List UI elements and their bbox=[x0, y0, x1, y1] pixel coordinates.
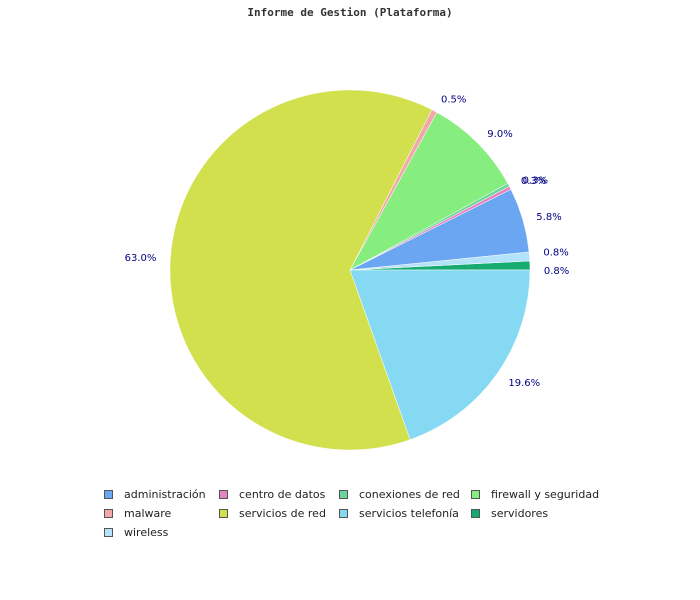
legend-item: servicios telefonía bbox=[339, 506, 471, 520]
legend-swatch bbox=[471, 489, 480, 499]
legend-item: firewall y seguridad bbox=[471, 487, 611, 501]
chart-title: Informe de Gestion (Plataforma) bbox=[247, 6, 453, 19]
legend-swatch bbox=[339, 508, 348, 518]
slice-percent-label: 5.8% bbox=[536, 212, 561, 223]
legend-swatch bbox=[104, 527, 113, 537]
legend-item: malware bbox=[104, 506, 219, 520]
legend-swatch bbox=[219, 489, 228, 499]
slice-percent-label: 9.0% bbox=[487, 129, 512, 140]
pie-slice bbox=[349, 112, 509, 271]
legend-label: servidores bbox=[491, 506, 549, 520]
slice-percent-label: 19.6% bbox=[508, 378, 540, 389]
slice-percent-label: 0.3% bbox=[523, 176, 548, 187]
pie-slice bbox=[169, 89, 433, 451]
legend-item: conexiones de red bbox=[339, 487, 471, 501]
legend-label: administración bbox=[124, 487, 206, 501]
legend-label: wireless bbox=[124, 525, 169, 539]
legend-swatch bbox=[219, 508, 228, 518]
slice-percent-label: 63.0% bbox=[125, 253, 157, 264]
slice-percent-label: 0.8% bbox=[544, 266, 569, 277]
legend-label: malware bbox=[124, 506, 172, 520]
legend-item: administración bbox=[104, 487, 219, 501]
legend-item: servidores bbox=[471, 506, 611, 520]
legend-swatch bbox=[104, 508, 113, 518]
legend: administración centro de datos conexiones … bbox=[104, 487, 664, 539]
legend-label: firewall y seguridad bbox=[491, 487, 600, 501]
slice-percent-label: 0.5% bbox=[441, 95, 466, 106]
legend-item: wireless bbox=[104, 525, 219, 539]
slice-percent-label: 0.3% bbox=[521, 176, 546, 187]
legend-swatch bbox=[339, 489, 348, 499]
legend-swatch bbox=[104, 489, 113, 499]
legend-label: conexiones de red bbox=[359, 487, 460, 501]
legend-label: servicios telefonía bbox=[359, 506, 459, 520]
legend-label: centro de datos bbox=[239, 487, 326, 501]
pie-slice bbox=[349, 269, 531, 440]
legend-swatch bbox=[471, 508, 480, 518]
pie-chart: 0.8%0.8%5.8%0.3%0.3%9.0%0.5%63.0%19.6% bbox=[125, 89, 569, 451]
legend-label: servicios de red bbox=[239, 506, 326, 520]
legend-item: centro de datos bbox=[219, 487, 339, 501]
legend-item: servicios de red bbox=[219, 506, 339, 520]
slice-percent-label: 0.8% bbox=[543, 247, 568, 258]
